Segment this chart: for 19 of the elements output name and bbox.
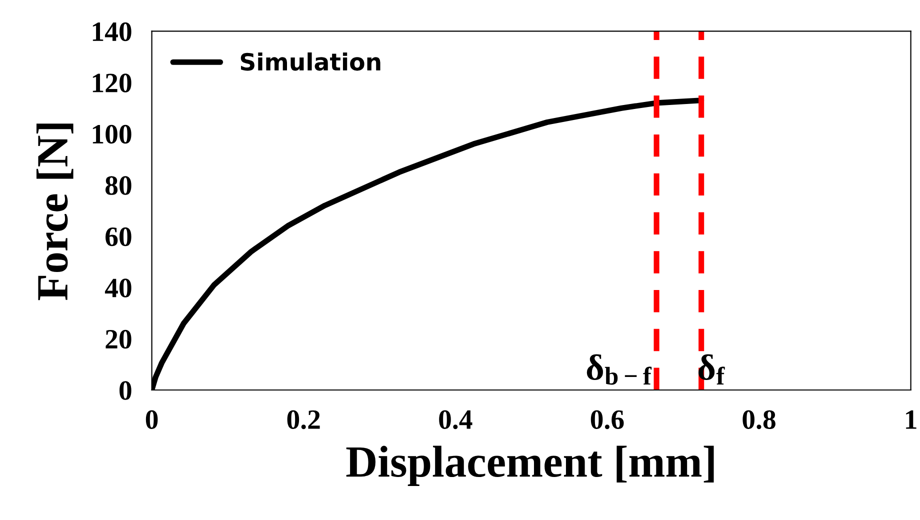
ref-line-label: δ$_{b−f}$	[586, 354, 652, 385]
y-tick-label: 0	[120, 381, 132, 400]
x-axis-title: Displacement [mm]	[346, 446, 714, 486]
y-tick-label: 140	[92, 22, 132, 42]
y-tick-label: 40	[104, 278, 132, 298]
y-tick-label: 120	[92, 74, 132, 92]
x-tick-label: 1	[906, 410, 916, 429]
y-tick-label: 80	[106, 176, 132, 195]
y-tick-label: 20	[106, 330, 132, 349]
y-tick-label: 60	[106, 227, 132, 246]
x-tick-label: 0.4	[439, 410, 472, 430]
x-tick-label: 0.8	[742, 410, 776, 430]
ref-line-label: δ$_{f}$	[698, 354, 725, 384]
y-axis-title: Force [N]	[36, 124, 74, 300]
x-tick-label: 0.2	[287, 410, 320, 430]
legend-label: Simulation	[240, 52, 380, 71]
x-tick-label: 0.6	[590, 410, 624, 430]
x-tick-label: 0	[146, 410, 158, 429]
y-tick-label: 100	[92, 124, 132, 144]
